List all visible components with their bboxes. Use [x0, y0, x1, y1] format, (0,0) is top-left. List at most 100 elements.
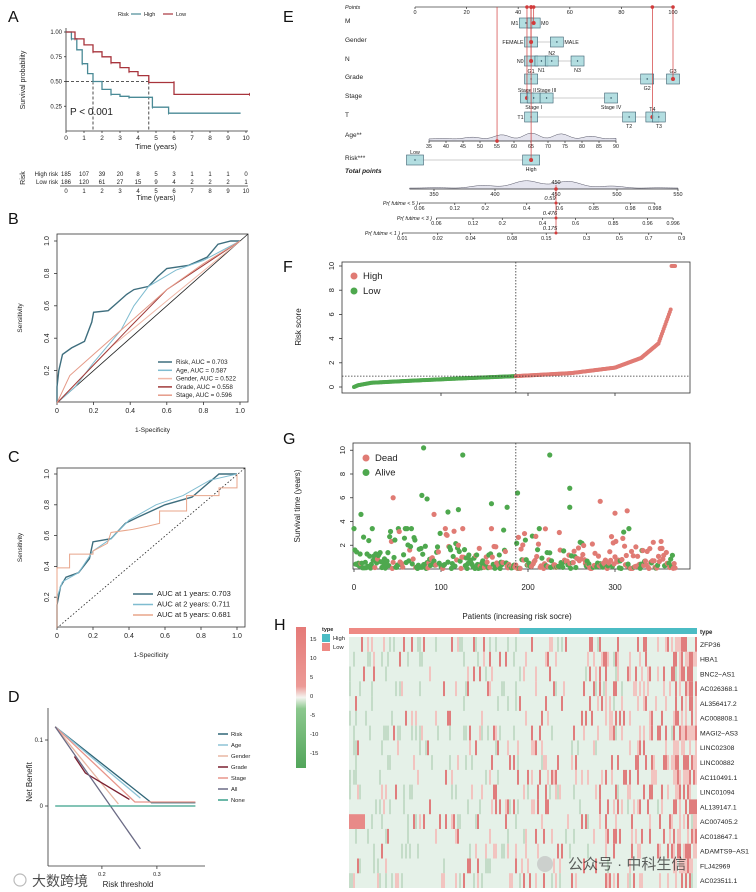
heatmap-cell: [645, 755, 647, 770]
heatmap-cell: [595, 666, 597, 682]
probability-tick-label: 0.9: [678, 236, 685, 242]
heatmap-cell: [669, 814, 671, 829]
roc-curve-5-years: [56, 474, 238, 628]
heatmap-cell: [457, 828, 459, 844]
heatmap-cell: [675, 873, 677, 888]
heatmap-cell: [571, 740, 573, 756]
heatmap-cell: [385, 784, 387, 800]
heatmap-cell: [451, 814, 453, 829]
heatmap-cell: [645, 696, 647, 711]
heatmap-cell: [517, 799, 519, 815]
heatmap-cell: [459, 873, 461, 888]
heatmap-cell: [691, 666, 693, 682]
heatmap-cell: [643, 740, 645, 756]
heatmap-cell: [637, 843, 639, 859]
alive-point: [567, 504, 573, 510]
alive-point: [447, 547, 454, 553]
heatmap-cell: [401, 873, 403, 888]
heatmap-cell: [649, 710, 651, 726]
alive-point: [434, 544, 441, 550]
points-marker: [671, 5, 675, 9]
heatmap-cell: [351, 814, 353, 829]
heatmap-cell: [395, 784, 397, 800]
heatmap-cell: [451, 769, 453, 785]
risk-count: 20: [117, 172, 124, 178]
probability-tick-label: 0.12: [450, 206, 460, 212]
heatmap-cell: [397, 725, 399, 741]
y-axis-title: Sensitivity: [17, 303, 24, 333]
probability-tick-label: 0.6: [572, 221, 579, 227]
heatmap-cell: [395, 873, 397, 888]
heatmap-cell: [365, 710, 367, 726]
heatmap-cell: [415, 710, 417, 726]
heatmap-cell: [469, 725, 471, 741]
level-center: [556, 41, 558, 43]
alive-point: [626, 526, 632, 532]
total-tick-label: 400: [490, 192, 499, 198]
heatmap-cell: [489, 651, 491, 667]
heatmap-cell: [467, 681, 469, 697]
heatmap-cell: [357, 814, 359, 829]
heatmap-cell: [455, 681, 457, 697]
heatmap-cell: [381, 651, 383, 667]
legend-label: High: [144, 12, 155, 18]
heatmap-cell: [615, 725, 617, 741]
heatmap-cell: [691, 858, 693, 874]
heatmap-cell: [489, 828, 491, 844]
heatmap-cell: [691, 725, 693, 741]
level-label: M0: [541, 21, 548, 27]
heatmap-cell: [689, 843, 691, 859]
heatmap-cell: [373, 666, 375, 682]
x-axis-title: Time (years): [135, 142, 177, 151]
probability-marker: [554, 216, 558, 220]
heatmap-cell: [667, 843, 669, 859]
level-label: N3: [574, 68, 581, 74]
heatmap-cell: [621, 681, 623, 697]
total-tick-label: 350: [429, 192, 438, 198]
heatmap-cell: [611, 725, 613, 741]
heatmap-cell: [641, 666, 643, 682]
heatmap-cell: [535, 828, 537, 844]
heatmap-cell: [675, 769, 677, 785]
heatmap-cell: [655, 696, 657, 711]
heatmap-cell: [627, 784, 629, 800]
heatmap-cell: [457, 755, 459, 770]
alive-point: [501, 527, 507, 533]
panel-h-heatmap: Patients (increasing risk socre) type ZFP3…: [296, 612, 749, 888]
dead-point: [658, 538, 664, 545]
heatmap-cell: [541, 740, 543, 756]
heatmap-cell: [629, 784, 631, 800]
risk-count: 61: [99, 180, 106, 186]
heatmap-cell: [409, 784, 411, 800]
heatmap-cell: [353, 873, 355, 888]
legend-label: AUC at 5 years: 0.681: [157, 610, 231, 619]
alive-point: [455, 507, 461, 513]
x-tick-label: 9: [226, 135, 230, 142]
heatmap-cell: [691, 696, 693, 711]
risk-count: 1: [244, 180, 248, 186]
heatmap-cell: [463, 873, 465, 888]
heatmap-cell: [513, 755, 515, 770]
heatmap-cell: [479, 799, 481, 815]
gene-label: AC026368.1: [700, 686, 738, 693]
y-tick-label: 2: [327, 361, 336, 365]
heatmap-cell: [499, 799, 501, 815]
heatmap-cell: [681, 696, 683, 711]
heatmap-cell: [619, 710, 621, 726]
dead-point: [396, 528, 402, 535]
heatmap-cell: [587, 769, 589, 785]
probability-tick-label: 0.2: [499, 221, 506, 227]
selected-marker: [671, 77, 675, 81]
heatmap-cell: [589, 666, 591, 682]
heatmap-cell: [679, 637, 681, 652]
heatmap-cell: [353, 769, 355, 785]
x-tick-label: 2: [100, 135, 104, 142]
alive-point: [466, 552, 472, 558]
heatmap-cell: [695, 696, 697, 711]
heatmap-cell: [531, 725, 533, 741]
risk-table-tick-label: 4: [136, 189, 140, 195]
heatmap-cell: [449, 710, 451, 726]
alive-point: [456, 548, 462, 555]
probability-tick-label: 0.6: [556, 206, 563, 212]
heatmap-cell: [605, 666, 607, 682]
